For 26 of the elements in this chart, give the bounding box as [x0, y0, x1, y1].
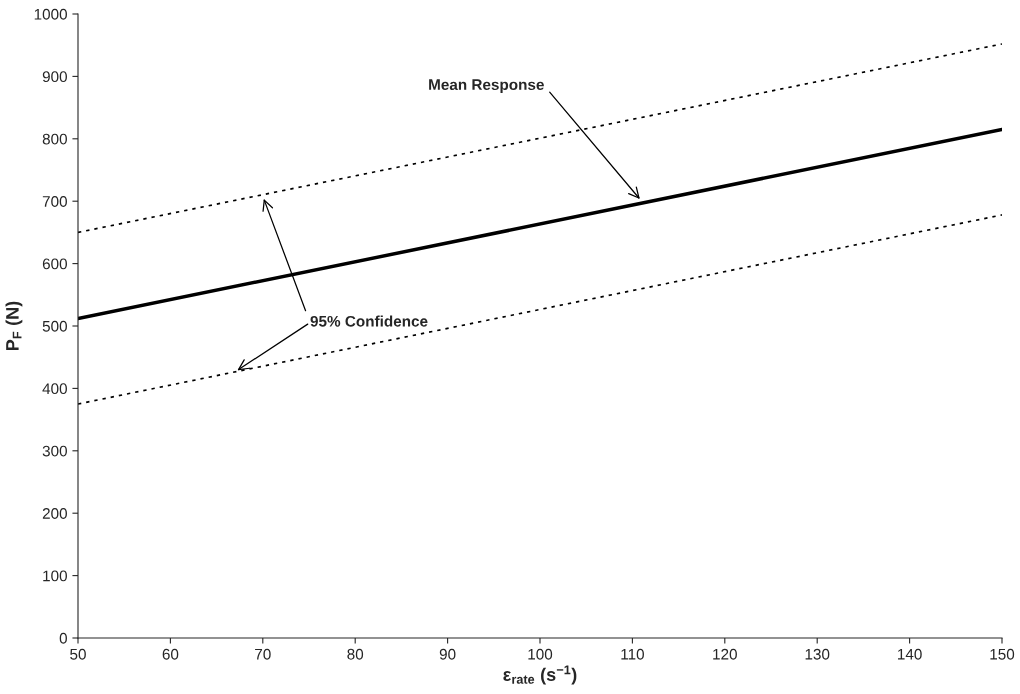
- y-tick-label: 500: [42, 320, 67, 332]
- x-tick-label: 130: [805, 648, 830, 660]
- y-tick-label: 0: [59, 632, 67, 644]
- x-axis-title: ε$_{rate}$ (s$^{−1}$): [503, 665, 577, 685]
- x-tick-label: 80: [347, 648, 364, 660]
- x-tick-label: 90: [439, 648, 456, 660]
- y-tick-label: 300: [42, 445, 67, 457]
- y-tick-label: 800: [42, 133, 67, 145]
- x-tick-label: 120: [713, 648, 737, 660]
- x-tick-label: 140: [898, 648, 922, 660]
- y-tick-label: 200: [42, 508, 67, 519]
- y-tick-label: 700: [42, 196, 67, 207]
- x-tick-label: 70: [255, 648, 271, 660]
- y-tick-label: 1000: [34, 8, 67, 20]
- y-tick-label: 600: [42, 258, 67, 270]
- y-tick-label: 100: [43, 570, 67, 582]
- y-tick-label: 900: [42, 71, 67, 83]
- x-tick-label: 100: [528, 648, 553, 660]
- y-tick-label: 400: [42, 383, 67, 395]
- x-tick-label: 150: [990, 648, 1015, 660]
- annotation: Mean Response: [429, 79, 544, 94]
- x-tick-label: 60: [162, 648, 179, 660]
- x-tick-label: 50: [70, 648, 86, 660]
- y-axis-title: P$_{F}$ (N): [5, 301, 23, 351]
- annotation: 95% Confidence: [310, 315, 428, 327]
- x-tick-label: 110: [621, 648, 644, 660]
